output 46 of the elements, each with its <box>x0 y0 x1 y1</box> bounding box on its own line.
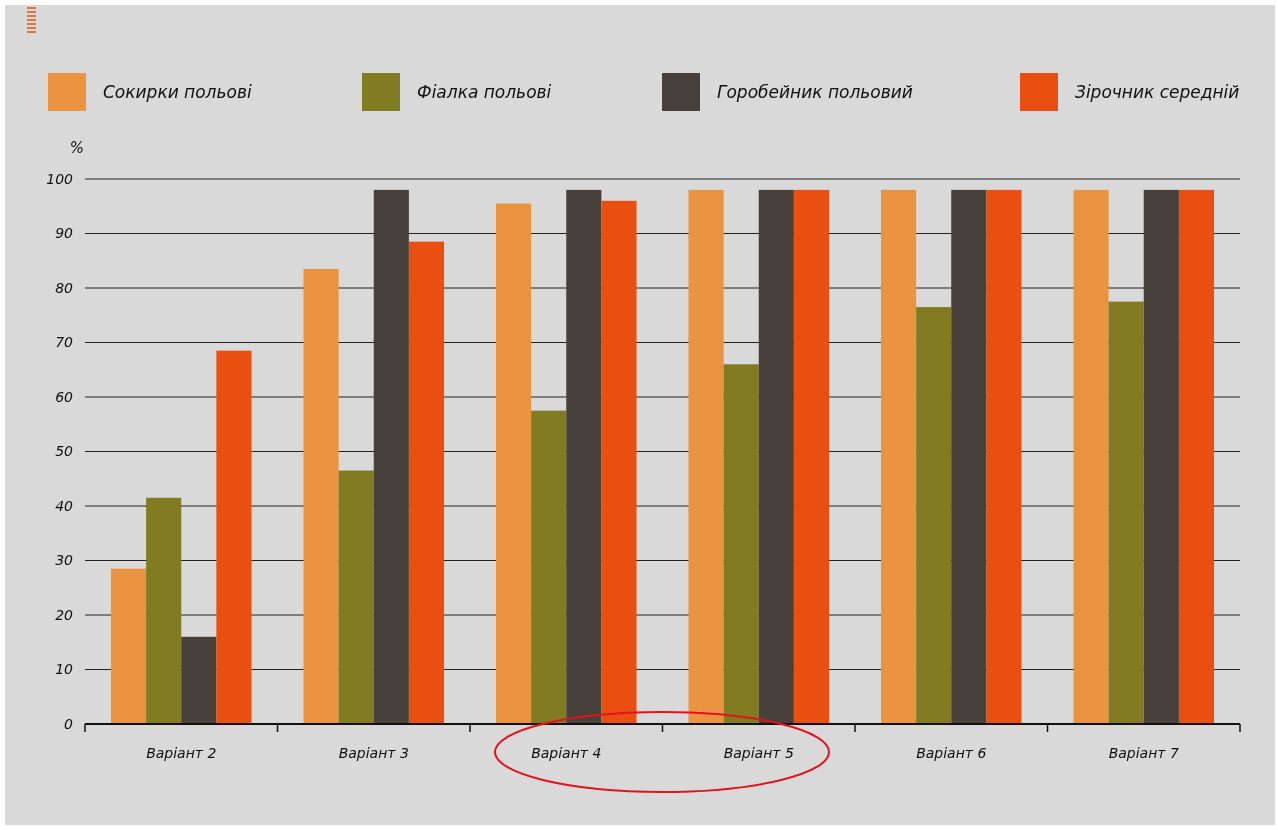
bar <box>986 189 1022 724</box>
bar <box>495 203 532 724</box>
y-tick-label: 70 <box>55 334 74 351</box>
bar <box>1143 189 1179 724</box>
y-axis-title: % <box>69 139 85 157</box>
bar <box>916 307 952 724</box>
y-tick-label: 60 <box>55 388 74 405</box>
x-tick-label: Варіант 2 <box>146 745 217 761</box>
bar <box>951 189 987 724</box>
x-tick-label: Варіант 3 <box>338 745 409 761</box>
bar <box>303 268 339 724</box>
legend-label: Горобейник польовий <box>717 81 913 102</box>
y-tick-label: 30 <box>55 552 74 569</box>
bar <box>181 636 217 724</box>
bar <box>373 189 409 724</box>
x-tick-label: Варіант 6 <box>916 745 987 761</box>
bar <box>110 568 147 724</box>
y-tick-label: 80 <box>55 279 74 296</box>
y-tick-label: 0 <box>64 715 74 732</box>
x-tick-label: Варіант 7 <box>1108 745 1179 761</box>
bar <box>146 497 182 724</box>
bar <box>408 241 445 724</box>
bar <box>566 189 602 724</box>
bar <box>1178 189 1215 724</box>
y-tick-label: 10 <box>55 661 74 678</box>
bar <box>723 364 759 724</box>
bar <box>216 350 252 724</box>
bar <box>531 410 567 724</box>
legend-label: Сокирки польові <box>103 81 252 102</box>
bar <box>880 189 917 724</box>
x-tick-label: Варіант 4 <box>531 745 602 761</box>
bar <box>1108 301 1144 724</box>
x-tick-label: Варіант 5 <box>723 745 794 761</box>
bar <box>688 189 724 724</box>
bar <box>601 200 637 724</box>
bar <box>758 189 794 724</box>
bar <box>338 470 374 724</box>
bar <box>1073 189 1109 724</box>
legend-label: Фіалка польові <box>417 81 552 102</box>
y-tick-label: 50 <box>55 443 74 460</box>
y-tick-label: 40 <box>55 497 74 514</box>
y-tick-label: 90 <box>55 225 74 242</box>
y-tick-label: 100 <box>46 170 74 187</box>
legend-label: Зірочник середній <box>1075 81 1240 102</box>
bar <box>793 189 830 724</box>
y-tick-label: 20 <box>55 606 74 623</box>
